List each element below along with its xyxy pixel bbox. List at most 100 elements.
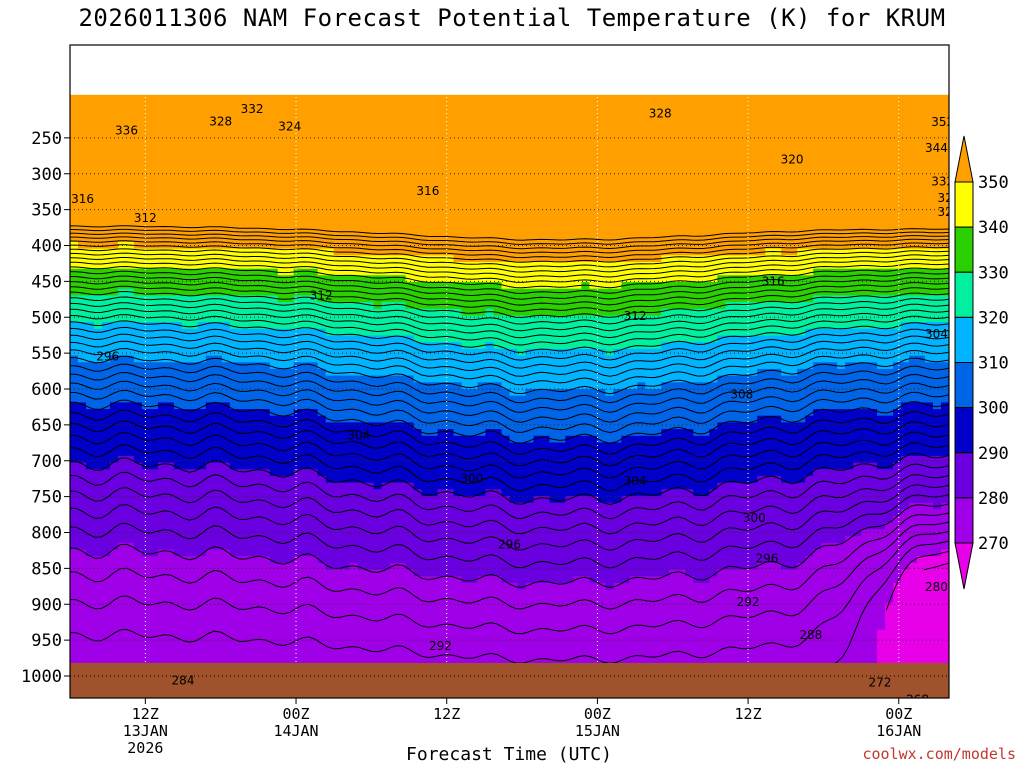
x-tick-label: 16JAN	[876, 722, 921, 740]
contour-line	[70, 363, 949, 404]
contour-label: 312	[624, 309, 647, 323]
y-tick-label: 600	[31, 380, 62, 400]
contour-line	[70, 261, 949, 283]
contour-label: 344	[925, 141, 948, 155]
contour-line	[70, 380, 949, 423]
contour-line	[70, 326, 949, 361]
contour-label: 292	[737, 595, 760, 609]
contour-line	[70, 442, 949, 492]
grid-lines	[70, 45, 949, 698]
contour-label: 268	[906, 693, 929, 707]
y-tick-label: 350	[31, 201, 62, 221]
contour-label: 292	[429, 639, 452, 653]
y-tick-label: 950	[31, 631, 62, 651]
contour-label: 308	[730, 388, 753, 402]
contour-line	[70, 452, 949, 506]
contour-label: 264	[938, 702, 961, 716]
contour-line	[70, 248, 949, 268]
contour-line	[70, 530, 949, 664]
x-axis-label: Forecast Time (UTC)	[406, 744, 612, 765]
x-tick-label: 12Z	[132, 705, 159, 723]
contour-line	[70, 244, 949, 263]
y-tick-label: 850	[31, 559, 62, 579]
contour-line	[70, 236, 949, 254]
contour-label: 280	[335, 729, 358, 743]
plot-frame	[69, 44, 950, 699]
contour-label: 280	[925, 580, 948, 594]
y-tick-label: 400	[31, 237, 62, 257]
credit-link[interactable]: coolwx.com/models	[862, 745, 1016, 763]
contour-line	[70, 296, 949, 325]
y-tick-label: 1000	[21, 667, 62, 687]
x-tick-label: 15JAN	[575, 722, 620, 740]
contour-line	[70, 275, 949, 300]
colorbar-label: 320	[978, 308, 1009, 328]
contour-label: 288	[799, 628, 822, 642]
contour-line	[70, 340, 949, 377]
contour-line	[70, 409, 949, 455]
contour-label: 328	[209, 114, 232, 128]
contour-labels: 3323283243363283523443403203323283243203…	[71, 102, 1024, 744]
y-tick-label: 300	[31, 165, 62, 185]
y-tick-label: 250	[31, 129, 62, 149]
contour-label: 296	[96, 350, 119, 364]
contour-label: 284	[416, 730, 439, 744]
contour-label: 300	[460, 472, 483, 486]
contour-label: 296	[755, 551, 778, 565]
colorbar-band	[954, 362, 974, 409]
contour-line	[70, 308, 949, 339]
contour-line	[70, 252, 949, 273]
x-tick-label: 00Z	[584, 705, 611, 723]
contour-line	[885, 550, 949, 611]
colorbar-band	[954, 407, 974, 454]
contour-label: 296	[1019, 416, 1024, 430]
colorbar-arrow-top	[954, 135, 974, 183]
x-tick-label: 12Z	[735, 705, 762, 723]
colorbar-band	[954, 497, 974, 544]
contour-line	[923, 562, 949, 571]
contour-label: 288	[473, 696, 496, 710]
contour-label: 324	[938, 205, 961, 219]
colorbar-label: 290	[978, 444, 1009, 464]
colorbar: 350 340 330 320 310 300 290 280 270	[954, 135, 1009, 590]
contour-line	[70, 314, 949, 346]
contour-line	[70, 333, 949, 369]
contour-line	[70, 228, 949, 245]
colorbar-label: 350	[978, 173, 1009, 193]
contour-line	[70, 389, 949, 434]
contour-line	[70, 512, 949, 610]
contour-label: 296	[498, 538, 521, 552]
y-tick-label: 700	[31, 452, 62, 472]
y-tick-label: 750	[31, 488, 62, 508]
contour-label: 324	[278, 119, 301, 133]
colorbar-band	[954, 316, 974, 363]
y-tick-label: 550	[31, 344, 62, 364]
x-tick-label: 12Z	[433, 705, 460, 723]
x-tick-label: 00Z	[885, 705, 912, 723]
contour-lines	[70, 225, 949, 683]
contour-line	[70, 521, 949, 635]
contour-label: 352	[931, 115, 954, 129]
contour-label: 316	[71, 192, 94, 206]
contour-line	[70, 484, 949, 551]
ground-surface	[70, 663, 949, 698]
contour-line	[70, 225, 949, 241]
contour-line	[70, 399, 949, 444]
y-tick-label: 800	[31, 524, 62, 544]
contour-label: 284	[172, 673, 195, 687]
contour-line	[70, 240, 949, 259]
y-tick-label: 900	[31, 595, 62, 615]
contour-line	[70, 431, 949, 479]
contour-label: 312	[310, 289, 333, 303]
contour-line	[70, 474, 949, 535]
contour-line	[70, 285, 949, 312]
contour-label: 332	[241, 102, 264, 116]
page-title: 2026011306 NAM Forecast Potential Temper…	[78, 4, 946, 32]
ground-fill	[70, 663, 949, 698]
colorbar-band	[954, 181, 974, 228]
contour-label: 304	[347, 429, 370, 443]
contour-line	[70, 355, 949, 395]
contour-line	[70, 463, 949, 520]
colorbar-arrow-bottom	[954, 542, 974, 590]
